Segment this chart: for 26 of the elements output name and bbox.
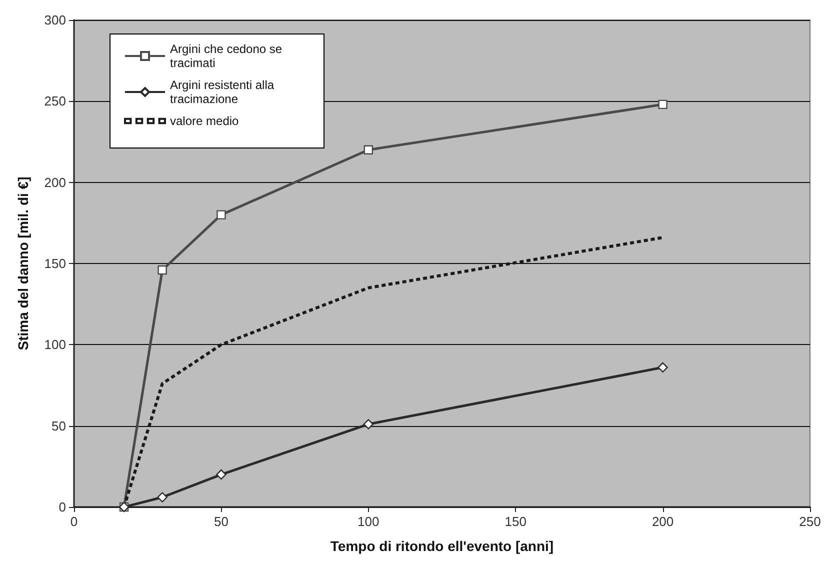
x-tick-label: 100 (358, 514, 380, 529)
y-tick-label: 0 (58, 500, 66, 514)
legend-label: valore medio (170, 114, 240, 128)
x-tick-label: 200 (652, 514, 674, 529)
y-tick-label: 300 (44, 12, 66, 28)
y-tick-label: 200 (44, 174, 66, 190)
x-tick-label: 50 (214, 514, 228, 529)
point (216, 469, 226, 480)
y-tick-label: 100 (44, 337, 66, 352)
x-tick-label: 150 (504, 514, 526, 529)
x-axis-title: Tempo di ritondo ell'evento [anni] (330, 538, 554, 554)
y-tick-label: 50 (52, 418, 66, 434)
point (658, 100, 668, 110)
point (658, 362, 668, 372)
y-tick-label: 250 (44, 94, 66, 109)
point (364, 145, 373, 154)
legend-label: Argini che cedono se tracimati (170, 42, 286, 70)
legend-label: Argini resistenti alla tracimazione (170, 78, 278, 106)
point (216, 210, 226, 220)
point (158, 265, 167, 275)
point (157, 492, 168, 502)
y-axis-title: Stima del danno [mil. di €] (15, 176, 31, 350)
x-tick-label: 250 (799, 514, 821, 529)
x-tick-label: 0 (70, 514, 78, 529)
point (363, 419, 374, 430)
y-tick-label: 150 (44, 256, 66, 271)
